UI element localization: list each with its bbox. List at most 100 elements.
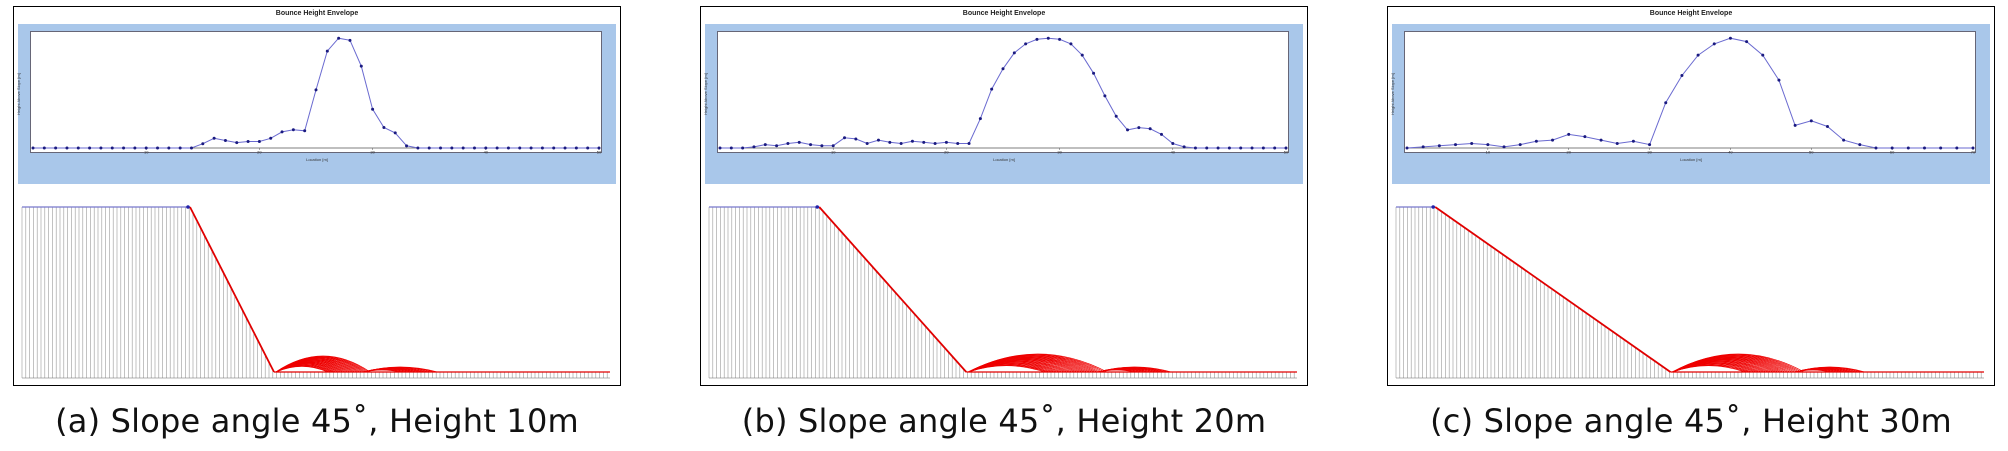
data-point xyxy=(741,146,745,150)
plot-area: 10 20 30 40 50 xyxy=(30,31,602,155)
ground-hatching xyxy=(708,207,1295,378)
data-point xyxy=(314,88,318,92)
data-point xyxy=(122,146,126,150)
data-point xyxy=(1103,94,1107,98)
bounce-arc xyxy=(1672,353,1805,373)
data-point xyxy=(967,141,971,145)
data-point xyxy=(291,128,295,132)
data-point xyxy=(1793,123,1797,127)
data-point xyxy=(76,146,80,150)
data-point xyxy=(1551,138,1555,142)
data-point xyxy=(752,145,756,149)
data-point xyxy=(518,146,522,150)
data-point xyxy=(495,146,499,150)
data-point xyxy=(1858,143,1862,147)
data-point xyxy=(201,142,205,146)
data-point xyxy=(1712,42,1716,46)
data-point xyxy=(212,136,216,140)
data-point xyxy=(1971,146,1975,150)
series-line xyxy=(1406,37,1973,149)
data-point xyxy=(427,146,431,150)
data-point xyxy=(1534,139,1538,143)
x-tick-label: 60 xyxy=(1890,150,1895,155)
data-point xyxy=(529,146,533,150)
data-point xyxy=(1809,119,1813,123)
data-point xyxy=(235,141,239,145)
data-point xyxy=(167,146,171,150)
slope-profile-drawing xyxy=(708,205,1297,379)
data-point xyxy=(786,141,790,145)
data-point xyxy=(865,141,869,145)
data-point xyxy=(540,146,544,150)
chart-frame: 10 20 30 40 50 Height Above Slope [m] Locati… xyxy=(16,24,616,184)
data-point xyxy=(223,138,227,142)
bounce-arc xyxy=(1098,366,1172,373)
slope-profile xyxy=(18,195,616,383)
data-point xyxy=(1890,146,1894,150)
data-point xyxy=(1182,145,1186,149)
data-point xyxy=(1012,51,1016,55)
data-point xyxy=(1648,143,1652,147)
data-point xyxy=(729,146,733,150)
data-point xyxy=(1137,126,1141,130)
data-point xyxy=(1906,146,1910,150)
data-point xyxy=(99,146,103,150)
data-point xyxy=(1664,101,1668,105)
slope-profile xyxy=(705,195,1303,383)
series-line xyxy=(33,37,599,149)
data-point xyxy=(597,146,601,150)
data-point xyxy=(1193,146,1197,150)
x-tick-label: 20 xyxy=(1566,150,1571,155)
data-point xyxy=(1745,40,1749,44)
release-point xyxy=(815,205,820,209)
bounce-arc xyxy=(275,355,371,373)
data-point xyxy=(1874,146,1878,150)
data-point xyxy=(31,146,35,150)
data-point xyxy=(933,141,937,145)
data-point xyxy=(978,117,982,121)
caption-b: (b) Slope angle 45˚, Height 20m xyxy=(741,402,1267,440)
x-tick-label: 10 xyxy=(831,150,836,155)
slope-profile xyxy=(1392,195,1990,383)
data-point xyxy=(246,140,250,144)
bounce-trajectories xyxy=(275,355,438,373)
slope-profile-drawing xyxy=(1395,205,1984,379)
x-tick-label: 40 xyxy=(1171,150,1176,155)
data-point xyxy=(775,144,779,148)
data-point xyxy=(990,87,994,91)
bounce-envelope-chart: 10 20 30 40 50 xyxy=(31,36,602,155)
ground-hatching xyxy=(21,207,608,378)
data-point xyxy=(1046,36,1050,40)
data-point xyxy=(393,131,397,135)
data-point xyxy=(1250,146,1254,150)
data-point xyxy=(439,146,443,150)
x-tick-label: 70 xyxy=(1971,150,1976,155)
x-tick-label: 20 xyxy=(257,150,262,155)
bounce-arc xyxy=(1795,366,1865,373)
data-point xyxy=(1615,141,1619,145)
data-point xyxy=(1405,146,1409,150)
x-tick-label: 30 xyxy=(370,150,375,155)
data-point xyxy=(1631,139,1635,143)
data-point xyxy=(956,141,960,145)
data-point xyxy=(178,146,182,150)
data-point xyxy=(1583,135,1587,139)
x-tick-label: 50 xyxy=(597,150,602,155)
caption-a: (a) Slope angle 45˚, Height 10m xyxy=(55,402,579,440)
y-axis-label: Height Above Slope [m] xyxy=(1390,73,1395,115)
bounce-envelope-chart: 10 20 30 40 50 60 70 xyxy=(1405,36,1976,155)
data-point xyxy=(1454,143,1458,147)
data-point xyxy=(472,146,476,150)
data-point xyxy=(1159,132,1163,136)
bounce-envelope-chart: 10 20 30 40 50 xyxy=(718,36,1289,155)
bounce-trajectories xyxy=(968,353,1172,373)
data-point xyxy=(382,126,386,130)
x-tick-label: 30 xyxy=(1057,150,1062,155)
data-point xyxy=(1001,67,1005,71)
caption-c: (c) Slope angle 45˚, Height 30m xyxy=(1430,402,1952,440)
data-point xyxy=(944,140,948,144)
data-point xyxy=(348,38,352,42)
x-tick-label: 50 xyxy=(1284,150,1289,155)
data-point xyxy=(854,137,858,141)
data-point xyxy=(337,36,341,40)
